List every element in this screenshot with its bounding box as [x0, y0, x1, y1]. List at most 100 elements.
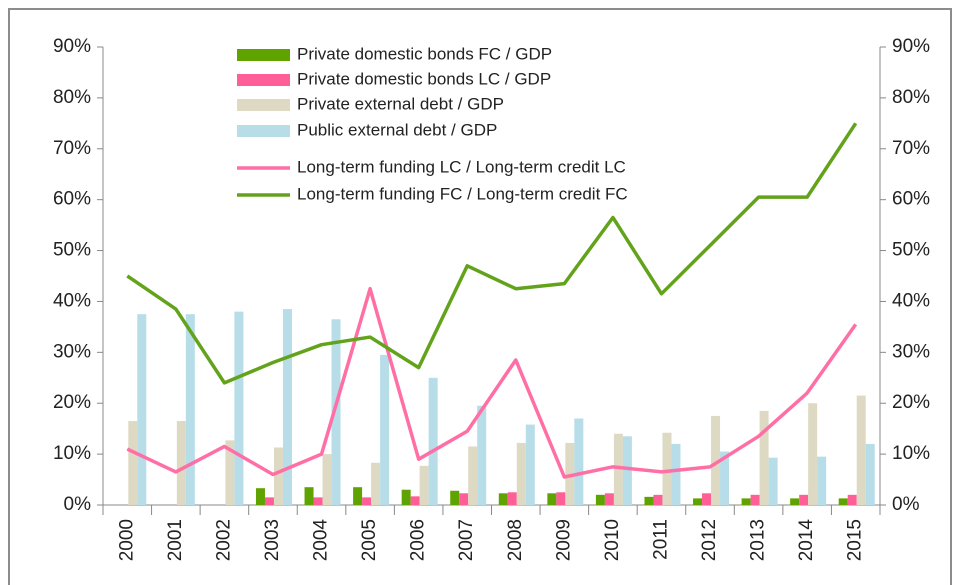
bar: [516, 442, 526, 505]
y-tick-label: 20%: [53, 392, 91, 413]
bar: [817, 456, 827, 505]
bar: [595, 494, 605, 505]
bar: [808, 403, 818, 505]
x-tick-label: 2005: [359, 519, 380, 561]
bar: [264, 497, 274, 505]
y2-tick-label: 50%: [892, 240, 930, 261]
bar: [185, 314, 195, 505]
bar: [468, 446, 478, 505]
legend-label: Private domestic bonds LC / GDP: [297, 69, 551, 88]
bar: [693, 498, 703, 505]
bar: [671, 443, 681, 505]
bar: [459, 493, 469, 505]
y2-tick-label: 20%: [892, 392, 930, 413]
x-tick-label: 2015: [845, 519, 866, 561]
y2-tick-label: 60%: [892, 189, 930, 210]
y2-tick-label: 40%: [892, 290, 930, 311]
bar: [741, 498, 751, 505]
bar: [176, 421, 186, 505]
y2-tick-label: 90%: [892, 36, 930, 57]
bar: [498, 493, 508, 505]
bar: [331, 319, 341, 505]
x-tick-label: 2013: [748, 519, 769, 561]
line: [126, 286, 858, 479]
bar: [613, 433, 623, 505]
y-tick-label: 70%: [53, 138, 91, 159]
bar: [622, 436, 632, 505]
bar: [419, 465, 429, 505]
legend-label: Private external debt / GDP: [297, 94, 504, 113]
x-tick-label: 2003: [262, 519, 283, 561]
y-tick-label: 50%: [53, 240, 91, 261]
bar: [282, 309, 292, 505]
x-tick-label: 2014: [796, 519, 817, 562]
bar: [790, 498, 800, 505]
bar: [799, 494, 809, 505]
bar: [225, 440, 235, 505]
bar: [410, 496, 420, 505]
x-tick-label: 2011: [650, 519, 671, 560]
bar: [556, 492, 566, 505]
legend-label: Long-term funding FC / Long-term credit …: [297, 184, 628, 203]
y2-tick-label: 10%: [892, 443, 930, 464]
x-tick-label: 2006: [408, 519, 429, 561]
bar: [304, 487, 314, 505]
y2-tick-label: 0%: [892, 494, 920, 515]
bar: [711, 415, 721, 505]
bar: [662, 432, 672, 505]
bar: [380, 354, 390, 505]
bar: [759, 410, 769, 505]
y2-tick-label: 30%: [892, 341, 930, 362]
bar: [362, 497, 372, 505]
bar: [838, 498, 848, 505]
x-tick-label: 2008: [505, 519, 526, 561]
x-tick-label: 2007: [456, 519, 477, 561]
bar: [313, 497, 323, 505]
bar: [128, 421, 138, 505]
bar: [353, 487, 363, 505]
bar: [137, 314, 147, 505]
bar: [322, 454, 332, 505]
bar: [525, 424, 535, 505]
x-tick-label: 2002: [213, 519, 234, 561]
bar: [750, 494, 760, 505]
legend-label: Long-term funding LC / Long-term credit …: [297, 157, 626, 176]
bar: [450, 490, 460, 505]
bar: [653, 494, 663, 505]
legend-swatch: [237, 49, 290, 61]
x-tick-label: 2009: [553, 519, 574, 561]
y-tick-label: 10%: [53, 443, 91, 464]
bar: [702, 493, 712, 505]
bar: [547, 493, 557, 505]
bar: [371, 462, 381, 505]
bar: [428, 377, 438, 505]
bar: [847, 494, 857, 505]
bar: [720, 451, 730, 505]
legend-label: Public external debt / GDP: [297, 120, 497, 139]
y-tick-label: 30%: [53, 341, 91, 362]
bar: [865, 443, 875, 505]
bar: [234, 311, 244, 505]
bar: [574, 418, 584, 505]
legend-swatch: [237, 125, 290, 137]
bar: [401, 489, 411, 505]
y-tick-label: 80%: [53, 87, 91, 108]
x-tick-label: 2012: [699, 519, 720, 561]
x-tick-label: 2004: [311, 519, 332, 562]
bar: [565, 442, 575, 505]
y-tick-label: 0%: [64, 494, 92, 515]
legend-swatch: [237, 99, 290, 111]
x-tick-label: 2010: [602, 519, 623, 561]
y2-tick-label: 70%: [892, 138, 930, 159]
legend-swatch: [237, 74, 290, 86]
legend-label: Private domestic bonds FC / GDP: [297, 44, 552, 63]
y-tick-label: 90%: [53, 36, 91, 57]
x-tick-label: 2001: [165, 519, 186, 561]
x-tick-label: 2000: [116, 519, 137, 561]
bar: [273, 447, 283, 505]
y-tick-label: 60%: [53, 189, 91, 210]
bar: [768, 457, 778, 505]
line: [126, 122, 858, 385]
bar: [604, 493, 614, 505]
